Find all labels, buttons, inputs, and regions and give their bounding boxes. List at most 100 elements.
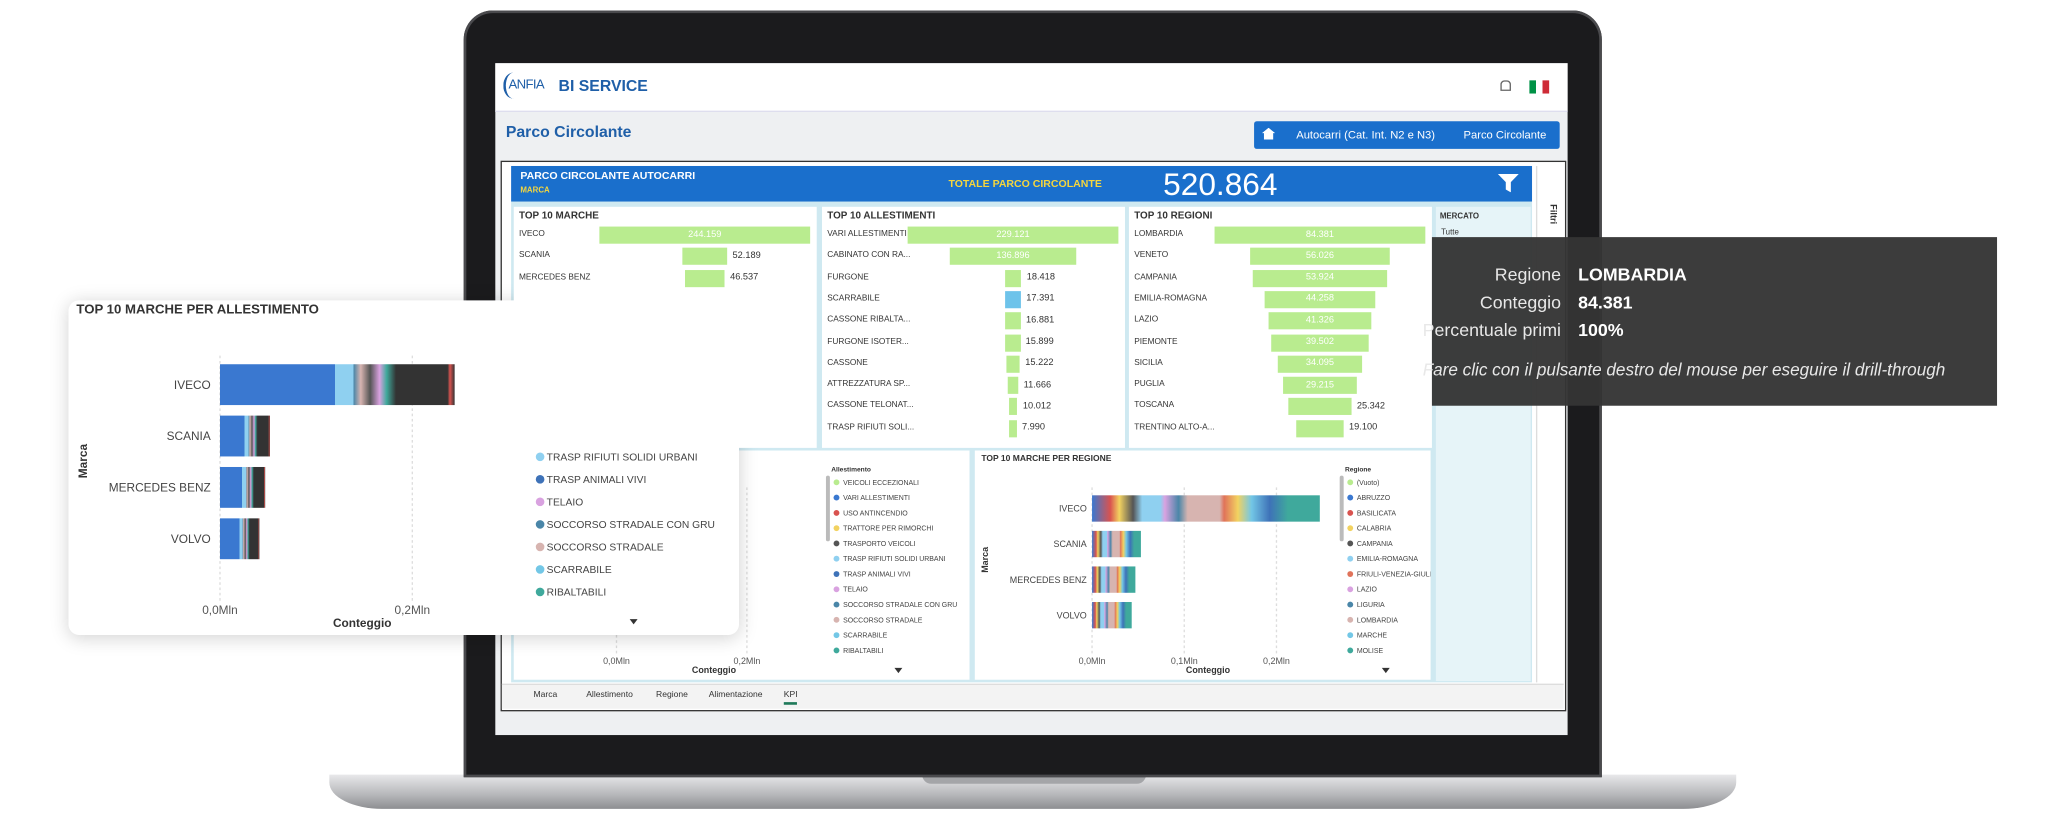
legend-item[interactable]: EMILIA-ROMAGNA [1357, 556, 1419, 563]
bar [1004, 269, 1022, 287]
legend-item[interactable]: SOCCORSO STRADALE CON GRU [547, 520, 715, 531]
legend-item[interactable]: VARI ALLESTIMENTI [843, 495, 910, 502]
bar[interactable] [1092, 566, 1136, 593]
legend-item[interactable]: CALABRIA [1357, 526, 1392, 533]
legend-item[interactable]: RIBALTABILI [547, 588, 607, 599]
row-label: MERCEDES BENZ [519, 272, 591, 282]
value-label: 52.189 [732, 251, 761, 261]
legend-swatch [833, 494, 840, 501]
legend-swatch [1347, 571, 1354, 577]
legend-swatch [1347, 555, 1354, 562]
bar[interactable] [1092, 495, 1320, 522]
bar [1009, 419, 1017, 437]
legend-swatch [833, 509, 840, 516]
row-label: VENETO [1134, 250, 1169, 260]
legend-item[interactable]: TRASP ANIMALI VIVI [843, 571, 911, 578]
legend-swatch [535, 542, 545, 552]
row-label: PUGLIA [1134, 379, 1165, 389]
x-axis-label: Conteggio [333, 616, 392, 630]
legend-item[interactable]: (Vuoto) [1357, 480, 1380, 487]
legend-item[interactable]: CAMPANIA [1357, 541, 1393, 548]
breadcrumb-item[interactable]: Parco Circolante [1463, 127, 1547, 141]
value-label: 244.159 [688, 229, 722, 240]
legend-item[interactable]: FRIULI-VENEZIA-GIULIA [1357, 571, 1431, 578]
legend-swatch [535, 497, 545, 507]
legend-item[interactable]: SCARRABILE [547, 565, 612, 576]
bar [1005, 333, 1021, 352]
value-label: 84.381 [1305, 229, 1335, 240]
legend-item[interactable]: LIGURIA [1357, 602, 1385, 609]
legend-arrow[interactable] [1381, 667, 1390, 674]
legend-item[interactable]: TELAIO [547, 497, 584, 508]
legend-arrow[interactable] [894, 667, 903, 674]
value-label: 15.222 [1025, 358, 1054, 368]
legend-swatch [1347, 616, 1354, 623]
filter-pane-label[interactable]: Filtri [1547, 204, 1558, 225]
legend-item[interactable]: SOCCORSO STRADALE [547, 543, 664, 554]
legend-item[interactable]: TRASP RIFIUTI SOLIDI URBANI [547, 452, 698, 463]
bar [599, 226, 811, 244]
legend-item[interactable]: TRATTORE PER RIMORCHI [843, 526, 933, 533]
page-title: Parco Circolante [505, 122, 632, 141]
bell-icon[interactable] [1500, 80, 1511, 91]
legend-swatch [535, 587, 545, 597]
chart: TOP 10 MARCHE PER REGIONE 0,0Mln 0,1Mln 0,2… [980, 453, 1431, 675]
y-tick-label: VOLVO [1057, 610, 1087, 620]
legend-item[interactable]: LOMBARDIA [1357, 617, 1398, 624]
tab[interactable]: Marca [533, 690, 558, 700]
legend-item[interactable]: MARCHE [1357, 633, 1388, 640]
tab[interactable]: Alimentazione [708, 690, 763, 700]
kpi-label: TOTALE PARCO CIRCOLANTE [948, 177, 1102, 190]
row-label: CABINATO CON RA... [827, 250, 911, 260]
legend-item[interactable]: USO ANTINCENDIO [843, 510, 908, 517]
legend-swatch [1347, 586, 1354, 593]
bar [1288, 398, 1352, 416]
bar[interactable] [219, 364, 455, 406]
bar [907, 226, 1119, 244]
legend-item[interactable]: TRASPORTO VEICOLI [843, 541, 916, 548]
bar[interactable] [219, 466, 266, 508]
legend-item[interactable]: MOLISE [1357, 648, 1384, 655]
kpi-value: 520.864 [1163, 167, 1278, 203]
legend-item[interactable]: SCARRABILE [843, 633, 888, 640]
legend-arrow[interactable] [629, 619, 638, 625]
legend-swatch [833, 525, 840, 532]
breadcrumb-item[interactable]: Autocarri (Cat. Int. N2 e N3) [1296, 127, 1436, 141]
slicer-value[interactable]: Tutte [1441, 229, 1459, 238]
legend-item[interactable]: RIBALTABILI [843, 648, 883, 655]
row-label: CAMPANIA [1134, 272, 1177, 282]
chart-title: TOP 10 MARCHE PER REGIONE [981, 453, 1111, 463]
app-name: BI SERVICE [558, 76, 648, 95]
bar[interactable] [219, 415, 270, 457]
y-tick-label: MERCEDES BENZ [1010, 575, 1088, 585]
legend-item[interactable]: SOCCORSO STRADALE [843, 617, 923, 624]
tooltip-label: Conteggio [1479, 292, 1562, 313]
home-icon[interactable] [1261, 127, 1276, 140]
y-tick-label: SCANIA [1053, 539, 1086, 549]
legend-item[interactable]: BASILICATA [1357, 510, 1397, 517]
tab[interactable]: Regione [656, 690, 688, 700]
tab[interactable]: KPI [783, 690, 798, 705]
bar[interactable] [1092, 530, 1141, 558]
bar[interactable] [1092, 602, 1132, 629]
flag-icon[interactable] [1529, 80, 1550, 94]
legend-item[interactable]: SOCCORSO STRADALE CON GRU [843, 602, 957, 609]
x-tick-label: 0,0Mln [202, 603, 238, 617]
legend-item[interactable]: TELAIO [843, 587, 868, 594]
row-label: TOSCANA [1134, 400, 1175, 411]
banner-subtitle: MARCA [520, 187, 550, 195]
panel [513, 206, 817, 448]
legend-item[interactable]: ABRUZZO [1357, 495, 1391, 502]
slicer-title: MERCATO [1439, 213, 1480, 222]
legend-item[interactable]: VEICOLI ECCEZIONALI [843, 480, 919, 487]
legend-item[interactable]: TRASP ANIMALI VIVI [547, 475, 647, 486]
tab[interactable]: Allestimento [586, 690, 633, 700]
legend-swatch [1347, 647, 1354, 654]
bar [1214, 226, 1426, 244]
bar [1296, 419, 1344, 437]
legend-item[interactable]: LAZIO [1357, 587, 1378, 594]
bar[interactable] [219, 518, 260, 560]
banner-title: PARCO CIRCOLANTE AUTOCARRI [520, 169, 696, 182]
row-label: FURGONE ISOTER... [827, 336, 909, 346]
legend-item[interactable]: TRASP RIFIUTI SOLIDI URBANI [843, 556, 946, 563]
